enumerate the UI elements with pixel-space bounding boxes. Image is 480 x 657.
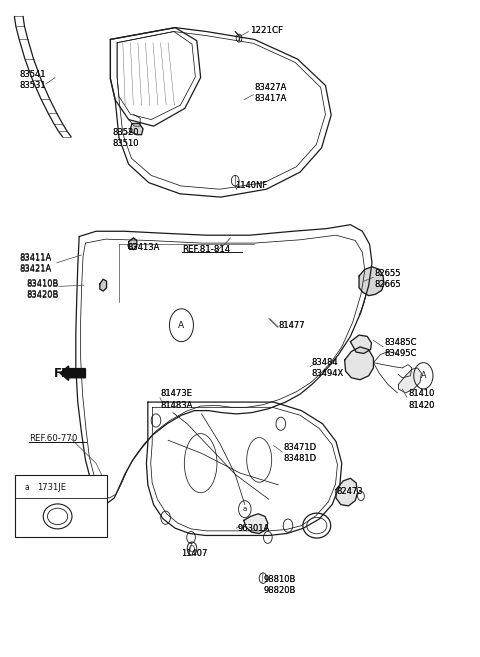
Text: REF.60-770: REF.60-770: [29, 434, 77, 443]
Text: 81473E
81483A: 81473E 81483A: [161, 390, 193, 409]
Text: 83413A: 83413A: [127, 243, 159, 252]
Polygon shape: [130, 124, 143, 135]
Text: 83427A
83417A: 83427A 83417A: [254, 83, 287, 103]
Text: 81477: 81477: [278, 321, 305, 330]
Text: A: A: [179, 321, 184, 330]
Polygon shape: [345, 347, 373, 380]
Polygon shape: [398, 368, 421, 393]
Text: 81410
81420: 81410 81420: [408, 390, 434, 409]
Text: 83471D
83481D: 83471D 83481D: [283, 443, 316, 463]
Text: 82473: 82473: [336, 487, 362, 496]
Text: 96301A: 96301A: [238, 524, 270, 533]
Text: 83413A: 83413A: [127, 243, 159, 252]
Text: 1221CF: 1221CF: [250, 26, 283, 35]
Polygon shape: [350, 335, 372, 353]
Text: 96301A: 96301A: [238, 524, 270, 533]
Text: 98810B
98820B: 98810B 98820B: [263, 575, 295, 595]
Text: REF.81-814: REF.81-814: [182, 245, 231, 254]
Text: 1140NF: 1140NF: [235, 181, 267, 190]
FancyArrow shape: [60, 366, 85, 380]
Polygon shape: [129, 238, 137, 250]
Text: 82655
82665: 82655 82665: [374, 269, 401, 289]
Text: 81477: 81477: [278, 321, 305, 330]
Text: 83410B
83420B: 83410B 83420B: [26, 279, 59, 299]
Text: 98810B
98820B: 98810B 98820B: [263, 575, 295, 595]
Text: 83411A
83421A: 83411A 83421A: [19, 254, 51, 274]
Text: a: a: [25, 483, 30, 492]
Text: 11407: 11407: [181, 549, 208, 558]
Text: 83471D
83481D: 83471D 83481D: [283, 443, 316, 463]
Text: 1140NF: 1140NF: [235, 181, 267, 190]
Text: 1221CF: 1221CF: [250, 26, 283, 35]
Text: 83484
83494X: 83484 83494X: [311, 358, 343, 378]
FancyBboxPatch shape: [15, 475, 107, 537]
Text: 83485C
83495C: 83485C 83495C: [384, 338, 417, 358]
Text: 81410
81420: 81410 81420: [408, 390, 434, 409]
Text: REF.81-814: REF.81-814: [182, 245, 231, 254]
Circle shape: [21, 479, 34, 496]
Text: 82473: 82473: [336, 487, 362, 496]
Text: 83541
83531: 83541 83531: [19, 70, 46, 90]
Text: 83411A
83421A: 83411A 83421A: [19, 253, 51, 273]
Polygon shape: [359, 267, 384, 296]
Text: 83541
83531: 83541 83531: [19, 70, 46, 90]
Polygon shape: [336, 478, 358, 506]
Text: a: a: [243, 506, 247, 512]
Text: 83410B
83420B: 83410B 83420B: [26, 281, 59, 300]
Text: A: A: [420, 371, 426, 380]
Text: FR.: FR.: [54, 367, 76, 380]
Text: 83427A
83417A: 83427A 83417A: [254, 83, 287, 103]
Polygon shape: [244, 514, 268, 533]
Text: 11407: 11407: [181, 549, 208, 558]
Polygon shape: [100, 279, 107, 291]
Text: 83520
83510: 83520 83510: [113, 128, 139, 148]
Text: 82655
82665: 82655 82665: [374, 269, 401, 289]
Text: 83520
83510: 83520 83510: [113, 128, 139, 148]
Text: 1731JE: 1731JE: [37, 483, 66, 492]
Text: 81473E
81483A: 81473E 81483A: [161, 390, 193, 409]
Text: 83484
83494X: 83484 83494X: [311, 358, 343, 378]
Text: 83485C
83495C: 83485C 83495C: [384, 338, 417, 358]
